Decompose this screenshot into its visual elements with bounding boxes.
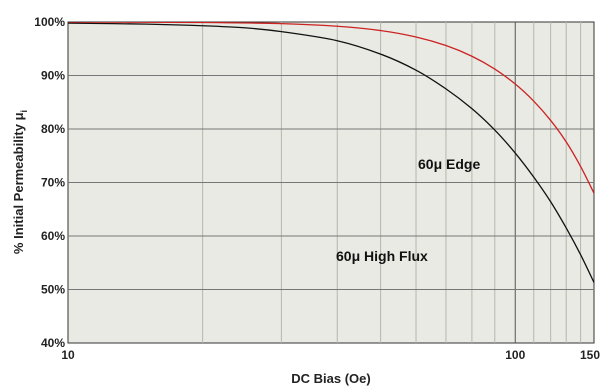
series-line-high-flux (68, 22, 594, 283)
y-tick-label: 60% (41, 229, 65, 243)
x-tick-label: 100 (505, 348, 525, 362)
y-axis-title-main: % Initial Permeability μ (11, 112, 26, 254)
x-tick-label: 150 (580, 348, 600, 362)
y-axis-title-subscript: i (19, 110, 29, 113)
annotation-high-flux: 60μ High Flux (336, 248, 428, 264)
y-tick-label: 50% (41, 283, 65, 297)
y-tick-label: 90% (41, 69, 65, 83)
x-axis-title: DC Bias (Oe) (291, 371, 370, 386)
gridlines (68, 22, 594, 343)
annotation-edge: 60μ Edge (418, 156, 480, 172)
y-tick-label: 100% (34, 15, 65, 29)
y-tick-label: 70% (41, 176, 65, 190)
tick-labels: 40% 50% 60% 70% 80% 90% 100% 10 100 150 (34, 15, 600, 362)
x-tick-label: 10 (61, 348, 75, 362)
series-line-edge (68, 22, 594, 194)
y-axis-title: % Initial Permeability μi (11, 110, 29, 254)
y-tick-label: 40% (41, 336, 65, 350)
annotations: 60μ Edge 60μ High Flux (336, 156, 480, 264)
y-tick-label: 80% (41, 122, 65, 136)
series-layer (68, 22, 594, 283)
